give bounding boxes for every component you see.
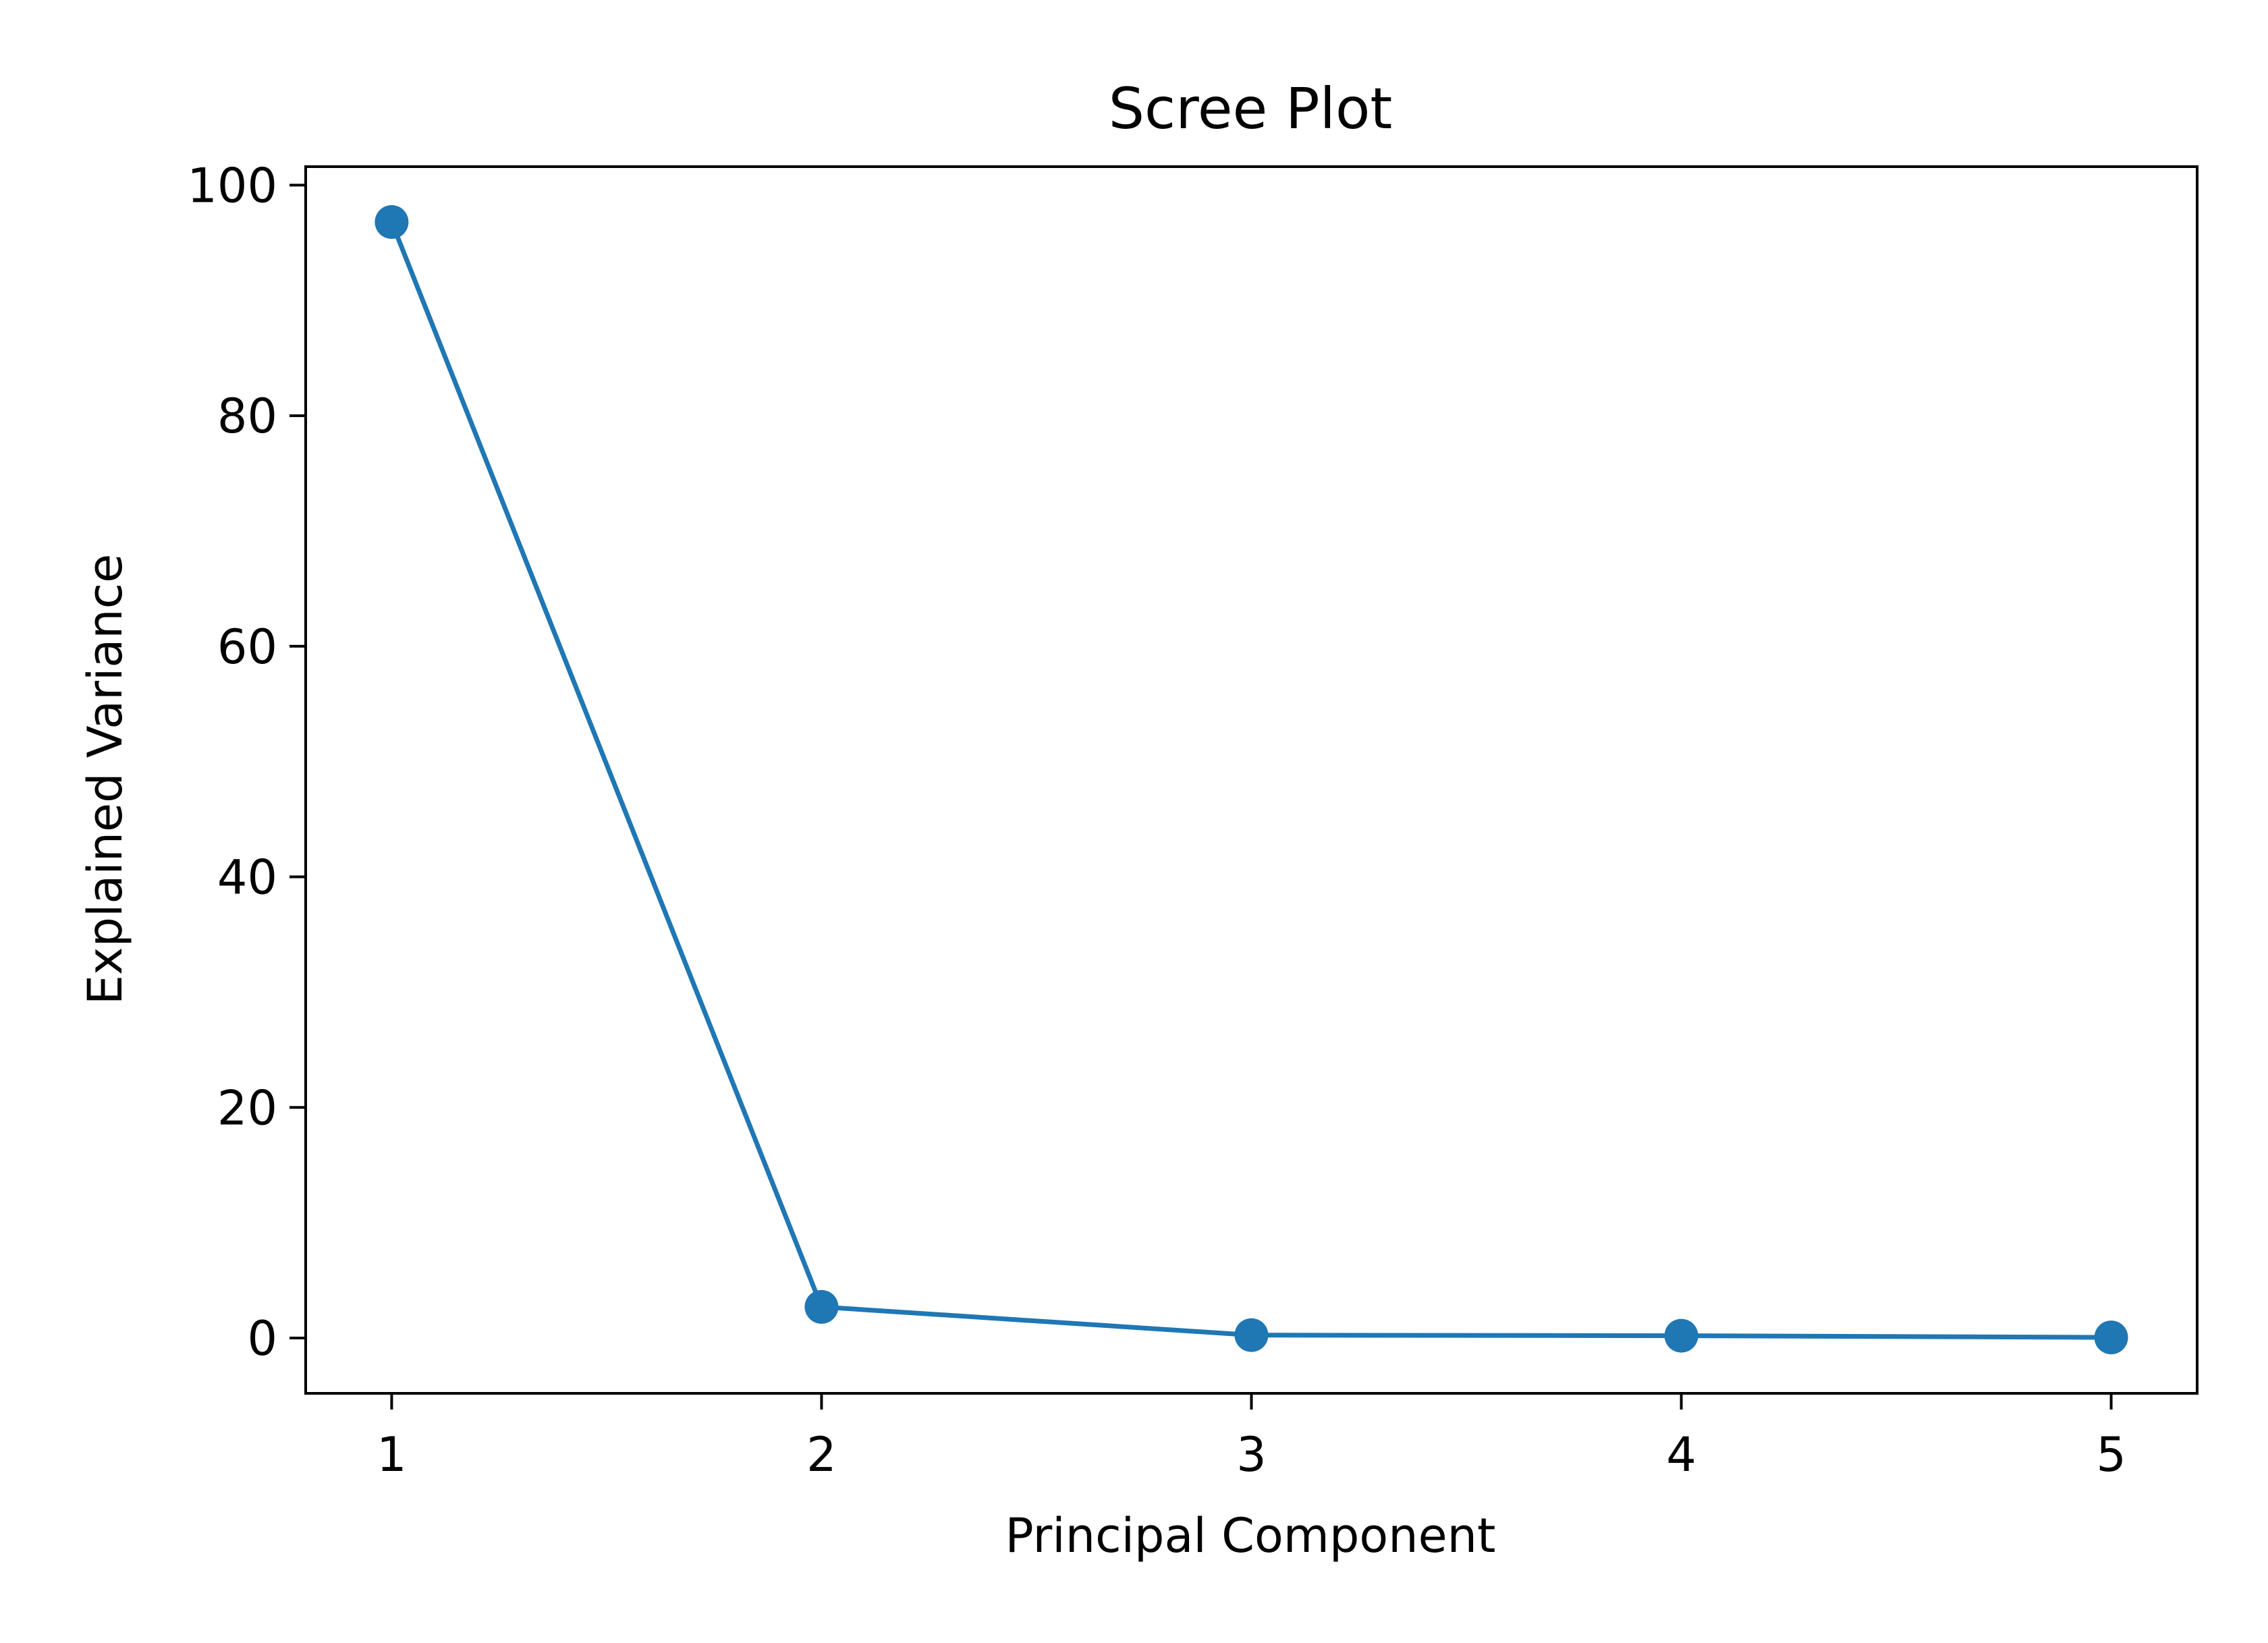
y-tick-label: 60 <box>217 619 277 675</box>
x-tick-label: 1 <box>377 1427 407 1482</box>
data-point <box>375 205 409 240</box>
x-tick-label: 5 <box>2096 1427 2126 1482</box>
x-tick-label: 2 <box>806 1427 837 1482</box>
data-point <box>1234 1318 1269 1352</box>
data-point <box>1664 1318 1698 1353</box>
x-axis-label: Principal Component <box>1005 1508 1496 1563</box>
chart-title: Scree Plot <box>1109 76 1393 142</box>
x-tick-label: 3 <box>1236 1427 1267 1482</box>
y-tick-label: 80 <box>217 389 277 444</box>
y-tick-label: 100 <box>187 158 277 213</box>
plot-area: 0 20 40 60 80 100 1 2 3 4 5 <box>187 158 2198 1482</box>
y-axis-label: Explained Variance <box>78 554 133 1005</box>
y-tick-label: 0 <box>247 1311 277 1366</box>
data-point <box>2094 1320 2128 1355</box>
data-point <box>804 1289 839 1324</box>
y-tick-label: 40 <box>217 850 277 906</box>
y-tick-label: 20 <box>217 1080 277 1136</box>
x-tick-label: 4 <box>1666 1427 1696 1482</box>
